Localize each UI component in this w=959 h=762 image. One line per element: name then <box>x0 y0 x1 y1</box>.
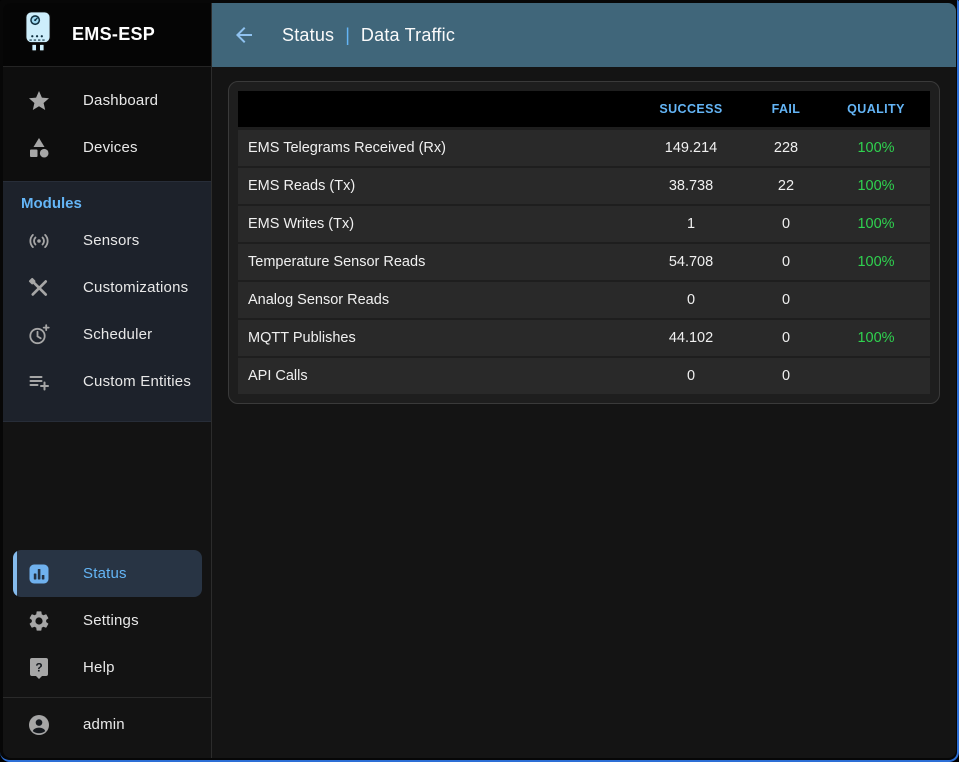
page-content: SUCCESS FAIL QUALITY EMS Telegrams Receive… <box>212 67 956 758</box>
main-area: Status | Data Traffic SUCCESS FAIL QUALITY… <box>212 3 956 758</box>
sidebar-spacer <box>3 422 211 550</box>
table-row: EMS Telegrams Received (Rx) 149.214 228 100… <box>238 128 930 168</box>
success-value: 0 <box>632 281 750 320</box>
data-traffic-table: SUCCESS FAIL QUALITY EMS Telegrams Receive… <box>238 91 930 394</box>
section-label-modules: Modules <box>21 195 82 212</box>
success-value: 149.214 <box>632 128 750 168</box>
back-button[interactable] <box>232 23 256 47</box>
success-value: 54.708 <box>632 243 750 282</box>
tools-icon <box>27 276 51 300</box>
quality-value: 100% <box>822 205 930 244</box>
table-row: API Calls 0 0 <box>238 357 930 394</box>
sidebar-item-label: admin <box>83 716 125 733</box>
sidebar-item-label: Customizations <box>83 279 189 296</box>
column-header-name <box>238 91 632 130</box>
list-add-icon <box>27 370 51 394</box>
row-label: EMS Reads (Tx) <box>238 167 632 206</box>
quality-value <box>822 357 930 394</box>
sidebar-item-customizations[interactable]: Customizations <box>3 264 211 311</box>
success-value: 44.102 <box>632 319 750 358</box>
sidebar-item-scheduler[interactable]: Scheduler <box>3 311 211 358</box>
quality-value: 100% <box>822 243 930 282</box>
table-body: EMS Telegrams Received (Rx) 149.214 228 100… <box>238 128 930 394</box>
breadcrumb-separator: | <box>345 24 350 45</box>
column-header-success: SUCCESS <box>632 91 750 130</box>
sidebar-item-label: Scheduler <box>83 326 153 343</box>
clock-plus-icon <box>27 323 51 347</box>
sidebar-item-help[interactable]: ? Help <box>3 644 211 691</box>
appbar: Status | Data Traffic <box>212 3 956 67</box>
row-label: Analog Sensor Reads <box>238 281 632 320</box>
success-value: 38.738 <box>632 167 750 206</box>
breadcrumb-page: Data Traffic <box>360 24 456 45</box>
sidebar-item-label: Sensors <box>83 232 140 249</box>
sidebar-item-label: Help <box>83 659 115 676</box>
sidebar-item-label: Status <box>83 565 127 582</box>
sensors-icon <box>27 229 51 253</box>
success-value: 1 <box>632 205 750 244</box>
bar-chart-icon <box>27 562 51 586</box>
sidebar-nav-top: Dashboard Devices <box>3 67 211 181</box>
sidebar-item-custom-entities[interactable]: Custom Entities <box>3 358 211 405</box>
fail-value: 0 <box>750 243 822 282</box>
sidebar-modules-section: Modules Sensors Customizations Scheduler Cu… <box>3 181 211 422</box>
sidebar-nav-bottom: Status Settings? Help admin <box>3 422 211 758</box>
success-value: 0 <box>632 357 750 394</box>
column-header-fail: FAIL <box>750 91 822 130</box>
sidebar-item-label: Custom Entities <box>83 373 192 390</box>
svg-text:?: ? <box>35 660 42 674</box>
sidebar-item-label: Settings <box>83 612 139 629</box>
category-shapes-icon <box>27 136 51 160</box>
quality-value: 100% <box>822 319 930 358</box>
table-row: EMS Reads (Tx) 38.738 22 100% <box>238 167 930 206</box>
table-row: MQTT Publishes 44.102 0 100% <box>238 319 930 358</box>
sidebar-item-admin[interactable]: admin <box>3 701 211 748</box>
row-label: MQTT Publishes <box>238 319 632 358</box>
arrow-back-icon <box>232 27 256 51</box>
sidebar-item-dashboard[interactable]: Dashboard <box>3 77 211 124</box>
quality-value: 100% <box>822 128 930 168</box>
sidebar: EMS-ESP Dashboard Devices Modules Sensors… <box>3 3 212 758</box>
breadcrumb-section: Status <box>282 24 335 45</box>
sidebar-item-settings[interactable]: Settings <box>3 597 211 644</box>
fail-value: 0 <box>750 281 822 320</box>
boiler-icon <box>19 10 57 59</box>
sidebar-item-label: Dashboard <box>83 92 159 109</box>
column-header-quality: QUALITY <box>822 91 930 130</box>
quality-value <box>822 281 930 320</box>
sidebar-item-sensors[interactable]: Sensors <box>3 217 211 264</box>
fail-value: 0 <box>750 319 822 358</box>
stats-card: SUCCESS FAIL QUALITY EMS Telegrams Receive… <box>228 81 940 404</box>
table-header: SUCCESS FAIL QUALITY <box>238 91 930 130</box>
logo-row: EMS-ESP <box>3 3 211 67</box>
table-row: Analog Sensor Reads 0 0 <box>238 281 930 320</box>
row-label: EMS Telegrams Received (Rx) <box>238 128 632 168</box>
fail-value: 0 <box>750 357 822 394</box>
sidebar-divider <box>3 697 211 698</box>
gear-icon <box>27 609 51 633</box>
sidebar-item-status[interactable]: Status <box>13 550 202 597</box>
quality-value: 100% <box>822 167 930 206</box>
table-row: EMS Writes (Tx) 1 0 100% <box>238 205 930 244</box>
account-icon <box>27 713 51 737</box>
fail-value: 228 <box>750 128 822 168</box>
sidebar-item-label: Devices <box>83 139 138 156</box>
row-label: API Calls <box>238 357 632 394</box>
sidebar-item-devices[interactable]: Devices <box>3 124 211 171</box>
row-label: Temperature Sensor Reads <box>238 243 632 282</box>
help-icon: ? <box>27 656 51 680</box>
ems-esp-app: EMS-ESP Dashboard Devices Modules Sensors… <box>3 3 956 758</box>
row-label: EMS Writes (Tx) <box>238 205 632 244</box>
table-row: Temperature Sensor Reads 54.708 0 100% <box>238 243 930 282</box>
fail-value: 0 <box>750 205 822 244</box>
app-title: EMS-ESP <box>72 24 156 44</box>
fail-value: 22 <box>750 167 822 206</box>
star-icon <box>27 89 51 113</box>
